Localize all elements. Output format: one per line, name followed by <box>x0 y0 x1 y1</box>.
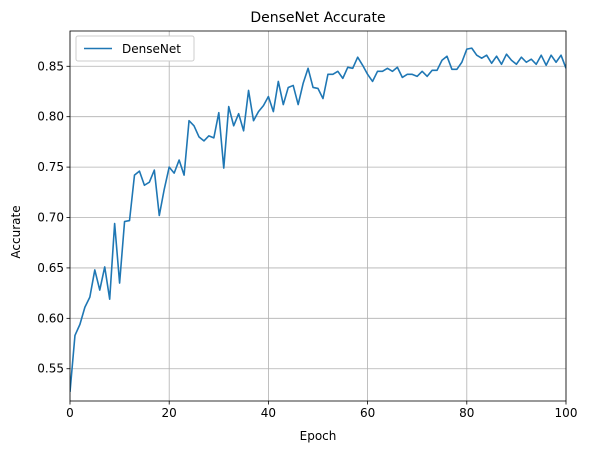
x-axis-ticks: 0 20 40 60 80 100 <box>66 401 577 420</box>
x-tick-label: 20 <box>162 406 177 420</box>
y-tick-label: 0.55 <box>37 362 64 376</box>
y-axis-ticks: 0.55 0.60 0.65 0.70 0.75 0.80 0.85 <box>37 59 70 376</box>
y-tick-label: 0.80 <box>37 110 64 124</box>
grid-lines <box>69 31 567 401</box>
x-tick-label: 60 <box>360 406 375 420</box>
legend-box <box>75 35 195 62</box>
legend: DenseNet <box>75 35 195 62</box>
y-tick-label: 0.70 <box>37 211 64 225</box>
axes-frame <box>69 30 567 402</box>
y-tick-label: 0.65 <box>37 261 64 275</box>
x-tick-label: 0 <box>66 406 74 420</box>
y-axis-label: Accurate <box>9 205 23 258</box>
y-tick-label: 0.85 <box>37 59 64 73</box>
series-line-densenet <box>70 47 566 393</box>
chart-title: DenseNet Accurate <box>250 10 385 26</box>
plot-area <box>70 47 566 393</box>
x-tick-label: 80 <box>459 406 474 420</box>
x-tick-label: 40 <box>261 406 276 420</box>
legend-label: DenseNet <box>122 42 181 56</box>
x-tick-label: 100 <box>555 406 578 420</box>
y-tick-label: 0.75 <box>37 160 64 174</box>
x-axis-label: Epoch <box>300 429 337 443</box>
y-tick-label: 0.60 <box>37 311 64 325</box>
